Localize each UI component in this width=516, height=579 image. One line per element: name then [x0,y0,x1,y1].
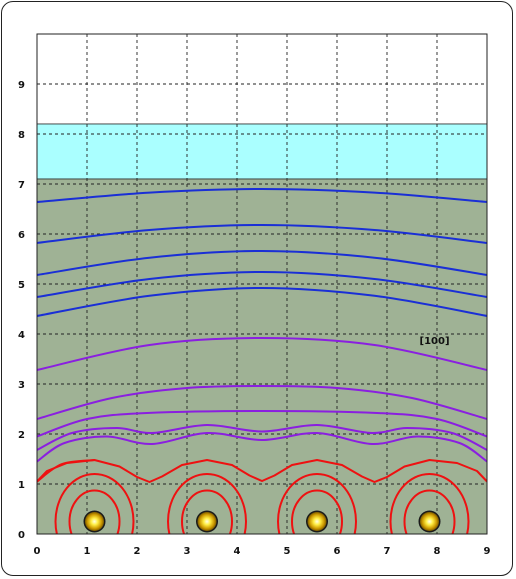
x-tick-label: 0 [34,546,41,557]
contour-lines [37,187,487,534]
contour-line [37,409,487,438]
contour-line [37,270,487,298]
x-tick-label: 4 [234,546,241,557]
annotation-label: [100] [420,336,450,347]
contour-ring [291,489,343,534]
y-axis-ticks: 0 1 2 3 4 5 6 7 8 9 [18,80,25,541]
y-tick-label: 0 [18,530,25,541]
source-marker [83,510,106,533]
x-tick-label: 1 [84,546,91,557]
y-tick-label: 2 [18,430,25,441]
contour-line [37,223,487,244]
y-tick-label: 5 [18,280,25,291]
contour-ring [54,473,135,534]
y-tick-label: 8 [18,130,25,141]
contour-line [37,459,487,483]
y-tick-label: 9 [18,80,25,91]
soil-layer [36,178,488,535]
contour-line [37,423,487,451]
contour-ring [403,489,456,534]
y-tick-label: 1 [18,480,25,491]
contour-line [37,187,487,203]
source-marker [418,510,441,533]
layers [36,33,488,535]
source-icon [420,512,439,531]
y-tick-label: 3 [18,380,25,391]
y-tick-label: 4 [18,330,25,341]
x-tick-label: 7 [384,546,391,557]
y-tick-label: 6 [18,230,25,241]
source-marker [306,510,328,533]
contour-ring [389,473,470,534]
water-layer [36,123,488,180]
contour-line [37,249,487,276]
x-tick-label: 9 [484,546,491,557]
air-layer [36,33,488,125]
contour-line [37,431,487,463]
contour-ring [181,489,233,534]
x-tick-label: 2 [134,546,141,557]
contour-ring [68,489,121,534]
source-icon [197,512,217,531]
contour-ring [167,473,247,534]
contour-line [37,385,487,420]
x-axis-ticks: 0 1 2 3 4 5 6 7 8 9 [34,546,491,557]
contour-line [37,286,487,317]
contour-line [37,336,487,371]
y-tick-label: 7 [18,180,25,191]
source-icon [307,512,327,531]
x-tick-label: 5 [284,546,291,557]
contour-line [37,459,95,483]
sources [83,510,441,533]
x-tick-label: 6 [334,546,341,557]
source-icon [85,512,104,531]
x-tick-label: 8 [434,546,441,557]
grid [37,34,487,534]
source-marker [196,510,218,533]
x-tick-label: 3 [184,546,191,557]
contour-ring [277,473,357,534]
plot-border [36,33,488,535]
